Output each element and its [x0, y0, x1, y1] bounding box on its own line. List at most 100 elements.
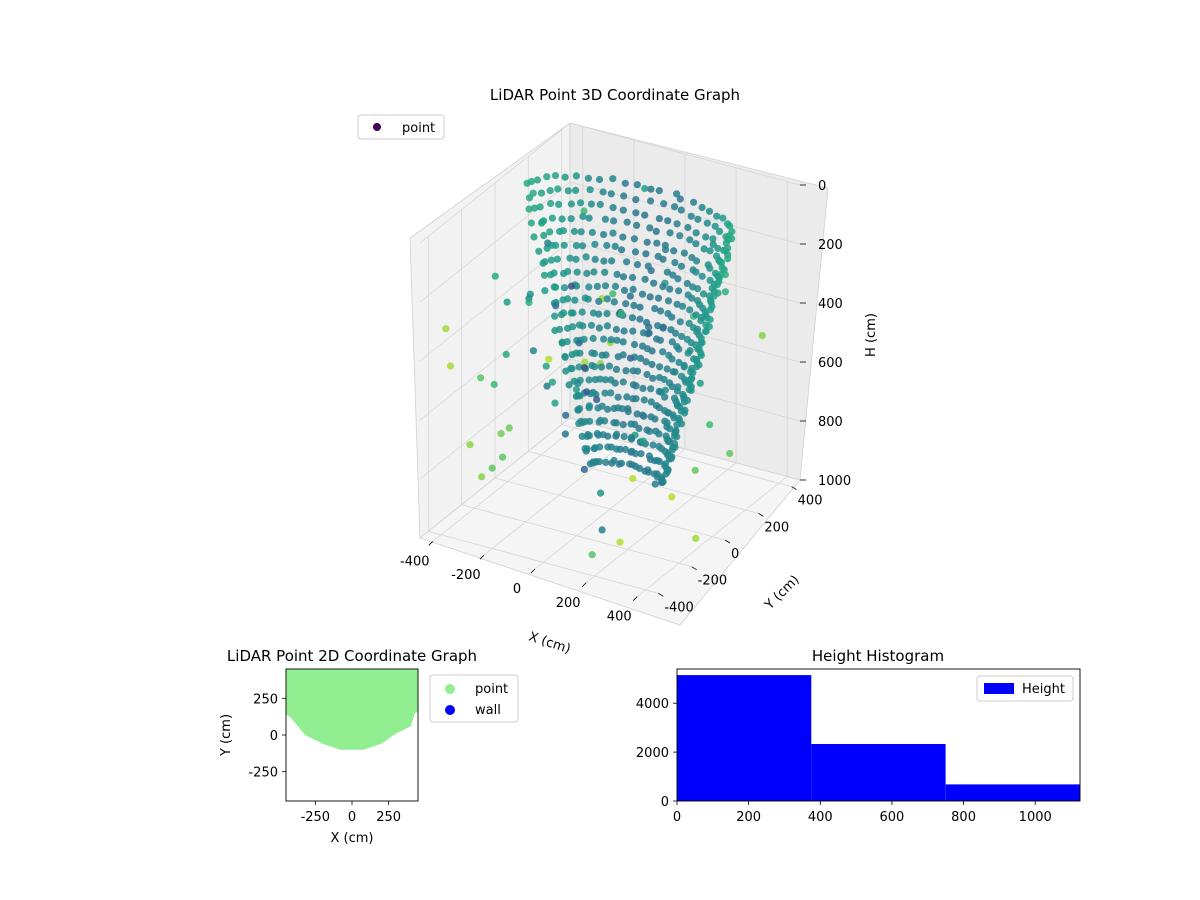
data-point-3d: [657, 478, 666, 487]
data-point-3d: [675, 345, 683, 353]
data-point-3d: [620, 192, 628, 200]
data-point-3d: [611, 282, 620, 290]
data-point-3d: [670, 414, 678, 422]
x-tick-label-3d: 400: [607, 610, 632, 625]
data-point-3d: [692, 268, 700, 276]
data-point-3d: [583, 388, 591, 396]
data-point-3d: [654, 322, 662, 330]
data-point-3d: [599, 188, 607, 196]
data-point-3d: [684, 223, 692, 232]
legend-2d-point-marker: [445, 684, 455, 694]
chart-2d-title: LiDAR Point 2D Coordinate Graph: [227, 647, 477, 665]
data-point-3d: [595, 418, 603, 426]
data-point-3d: [595, 175, 604, 184]
data-point-3d: [713, 281, 721, 289]
data-point-3d: [687, 375, 695, 383]
data-point-3d: [632, 196, 640, 204]
data-point-3d: [668, 446, 677, 454]
data-point-3d: [597, 363, 606, 371]
data-point-3d: [668, 355, 676, 363]
data-point-3d: [596, 200, 604, 209]
data-point-3d: [547, 199, 555, 208]
data-point-3d: [706, 264, 714, 272]
data-point-3d: [694, 215, 702, 223]
data-point-3d: [603, 295, 611, 303]
legend-3d-frame: [357, 114, 445, 140]
legend-2d-point-label: point: [475, 682, 508, 697]
z-tick-label-3d: 600: [818, 356, 843, 371]
data-point-3d: [595, 297, 603, 305]
data-point-3d: [539, 259, 547, 267]
data-point-3d: [673, 300, 681, 308]
data-point-3d: [680, 398, 689, 406]
data-point-3d: [669, 368, 677, 376]
data-point-3d: [633, 221, 641, 229]
data-point-3d: [649, 441, 657, 449]
data-point-3d: [590, 268, 598, 276]
data-point-3d: [655, 430, 663, 438]
data-point-3d: [591, 240, 599, 248]
data-point-3d: [580, 364, 589, 372]
y-tick-label-histogram: 0: [661, 795, 669, 810]
ticks-2d: -250 0 250 250 0 -250: [248, 692, 401, 825]
data-point-3d: [574, 379, 582, 387]
data-point-3d: [589, 309, 598, 317]
data-point-3d: [619, 273, 628, 281]
data-point-3d: [586, 460, 594, 468]
legend-histogram-frame: [976, 675, 1074, 702]
data-point-3d: [588, 349, 596, 357]
data-point-3d: [711, 222, 719, 230]
data-point-3d: [643, 238, 651, 246]
data-point-3d: [633, 410, 641, 418]
y-tick-label-2d: 250: [253, 692, 278, 707]
legend-2d-wall-marker: [445, 705, 455, 715]
data-point-3d: [721, 271, 729, 279]
data-point-3d: [595, 324, 604, 332]
data-point-3d: [660, 375, 668, 384]
data-point-3d: [466, 441, 474, 449]
data-point-3d: [552, 283, 560, 291]
data-point-3d: [628, 314, 637, 322]
data-point-3d: [669, 271, 677, 279]
grid-line-y: [461, 504, 692, 568]
data-point-3d: [691, 466, 699, 474]
data-point-3d: [505, 424, 513, 432]
data-point-3d: [602, 458, 610, 466]
x-tick-label-2d: 0: [348, 810, 356, 825]
data-point-3d: [610, 419, 618, 427]
data-point-3d: [699, 290, 708, 298]
data-point-3d: [610, 298, 618, 306]
data-point-3d: [673, 220, 681, 228]
data-point-3d: [647, 267, 655, 275]
data-point-3d: [547, 256, 556, 264]
histogram-ticks: 0 200 400 600 800 1000 0 2000 4000: [636, 697, 1052, 825]
data-point-3d: [555, 200, 563, 208]
y-axis-label-3d: Y (cm): [762, 573, 803, 614]
data-point-3d: [585, 376, 593, 384]
data-point-3d: [703, 219, 711, 227]
data-point-3d: [543, 382, 551, 390]
data-point-3d: [607, 336, 615, 344]
data-point-3d: [651, 305, 659, 313]
data-point-3d: [716, 227, 724, 235]
data-point-3d: [598, 526, 606, 534]
data-point-3d: [566, 254, 574, 262]
data-point-3d: [547, 271, 555, 279]
data-point-3d: [629, 475, 637, 483]
data-point-3d: [649, 374, 657, 382]
data-point-3d: [611, 379, 619, 387]
data-point-3d: [540, 271, 549, 279]
data-point-3d: [677, 206, 685, 214]
y-tick-mark-3d: [658, 592, 664, 597]
data-point-3d: [624, 405, 632, 413]
data-point-3d: [621, 445, 630, 454]
data-point-3d: [664, 297, 673, 305]
data-point-3d: [442, 325, 450, 333]
data-point-3d: [660, 200, 668, 208]
data-point-3d: [551, 172, 560, 180]
data-point-3d: [636, 303, 644, 311]
data-point-3d: [633, 261, 642, 269]
data-point-3d: [490, 380, 498, 389]
data-point-3d: [673, 190, 681, 198]
data-point-3d: [558, 215, 566, 223]
